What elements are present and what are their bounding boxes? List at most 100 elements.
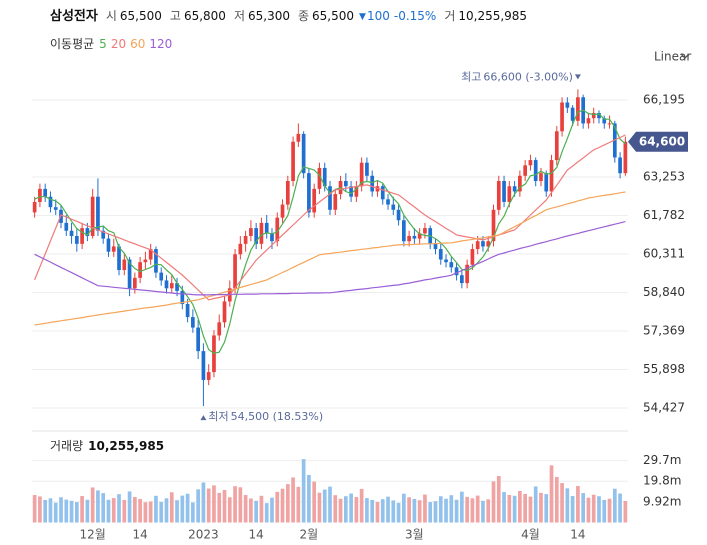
candle-body	[359, 162, 364, 187]
candle-body	[175, 283, 179, 291]
volume-bar	[180, 495, 185, 523]
x-tick-label: 12월	[79, 528, 105, 542]
candle-body	[164, 280, 169, 289]
candle-body	[217, 322, 222, 336]
candle-body	[117, 246, 121, 270]
change-value: 100	[367, 9, 390, 23]
candle-body	[576, 97, 580, 121]
volume-bar	[549, 465, 554, 523]
candle-body	[301, 133, 306, 174]
volume-bar	[391, 500, 396, 523]
candle-body	[465, 264, 469, 284]
volume-bar	[396, 502, 401, 523]
candle-body	[191, 317, 195, 328]
low-marker	[200, 415, 207, 421]
dropdown-chevron[interactable]	[680, 53, 690, 59]
volume-bar	[74, 502, 79, 523]
volume-bar	[438, 496, 443, 523]
volume-bar	[249, 498, 253, 523]
candle-body	[407, 235, 411, 242]
volume-bar	[217, 492, 222, 523]
candle-body	[307, 173, 311, 213]
candle-body	[438, 249, 443, 260]
volume-bar	[359, 488, 364, 523]
candle-body	[254, 228, 259, 244]
note-text: 54,500 (18.53%)	[231, 410, 324, 423]
candle-body	[96, 196, 100, 231]
candle-body	[496, 181, 501, 210]
volume-bar	[375, 501, 380, 523]
volume-bar	[528, 496, 533, 523]
volume-bar	[59, 497, 63, 523]
candle-body	[180, 290, 185, 305]
last-price-label: 64,600	[639, 134, 685, 148]
candle-body	[380, 186, 385, 200]
volume-bar	[185, 493, 190, 523]
volume-bar	[69, 500, 74, 523]
volume-bar	[523, 493, 527, 523]
candle-body	[396, 209, 401, 221]
volume-bar	[243, 494, 248, 523]
volume-bar	[570, 496, 575, 523]
volume-bar	[486, 499, 491, 523]
volume-bar	[206, 488, 211, 523]
x-tick-label: 3월	[405, 528, 424, 542]
candle-body	[433, 243, 438, 250]
volume-bar	[169, 492, 174, 523]
candle-body	[528, 160, 533, 166]
candle-body	[148, 249, 153, 260]
candle-body	[185, 304, 190, 318]
candle-body	[539, 173, 543, 182]
note-prefix: 최저	[208, 410, 228, 423]
volume-bar	[212, 485, 216, 523]
candle-body	[502, 181, 506, 202]
candle-body	[586, 118, 591, 124]
scale-selector[interactable]: Linear	[654, 50, 691, 64]
candle-body	[507, 186, 512, 202]
volume-bar	[127, 491, 132, 523]
volume-bar	[43, 499, 48, 523]
candle-body	[111, 246, 116, 252]
volume-bar	[423, 494, 427, 523]
volume-bar	[301, 459, 306, 523]
volume-bar	[328, 486, 332, 523]
volume-bar	[560, 483, 564, 523]
y-tick-label: 60,311	[643, 247, 685, 261]
volume-bar	[285, 484, 290, 523]
volume-value: 10,255,985	[88, 439, 164, 453]
volume-bar	[259, 495, 264, 523]
last-price-tag	[628, 131, 688, 152]
candle-body	[291, 141, 295, 182]
volume-bar	[554, 477, 559, 523]
volume-bar	[380, 499, 385, 523]
volume-bar	[312, 481, 317, 523]
candle-body	[570, 107, 575, 121]
volume-bar	[101, 493, 106, 523]
candle-body	[48, 196, 53, 208]
candle-body	[285, 181, 290, 205]
candle-body	[523, 165, 527, 176]
quote-label: 저	[234, 9, 245, 23]
candle-body	[618, 157, 622, 174]
candle-body	[270, 233, 274, 242]
legend-entry: 60	[130, 37, 145, 51]
candle-body	[401, 220, 406, 242]
volume-bar	[191, 502, 195, 523]
candle-body	[312, 188, 317, 213]
candle-body	[233, 254, 237, 289]
candle-body	[317, 167, 322, 189]
candle-body	[143, 259, 148, 263]
x-tick-label: 2월	[300, 528, 319, 542]
volume-bar	[460, 491, 464, 523]
candle-body	[460, 275, 464, 284]
candle-body	[607, 123, 612, 125]
volume-bar	[96, 490, 100, 523]
volume-title: 거래량	[50, 439, 83, 453]
candle-body	[322, 167, 327, 187]
candle-body	[43, 188, 48, 197]
candle-body	[53, 207, 58, 210]
volume-bar	[433, 501, 438, 523]
volume-bar	[227, 497, 232, 523]
candle-body	[623, 141, 628, 174]
